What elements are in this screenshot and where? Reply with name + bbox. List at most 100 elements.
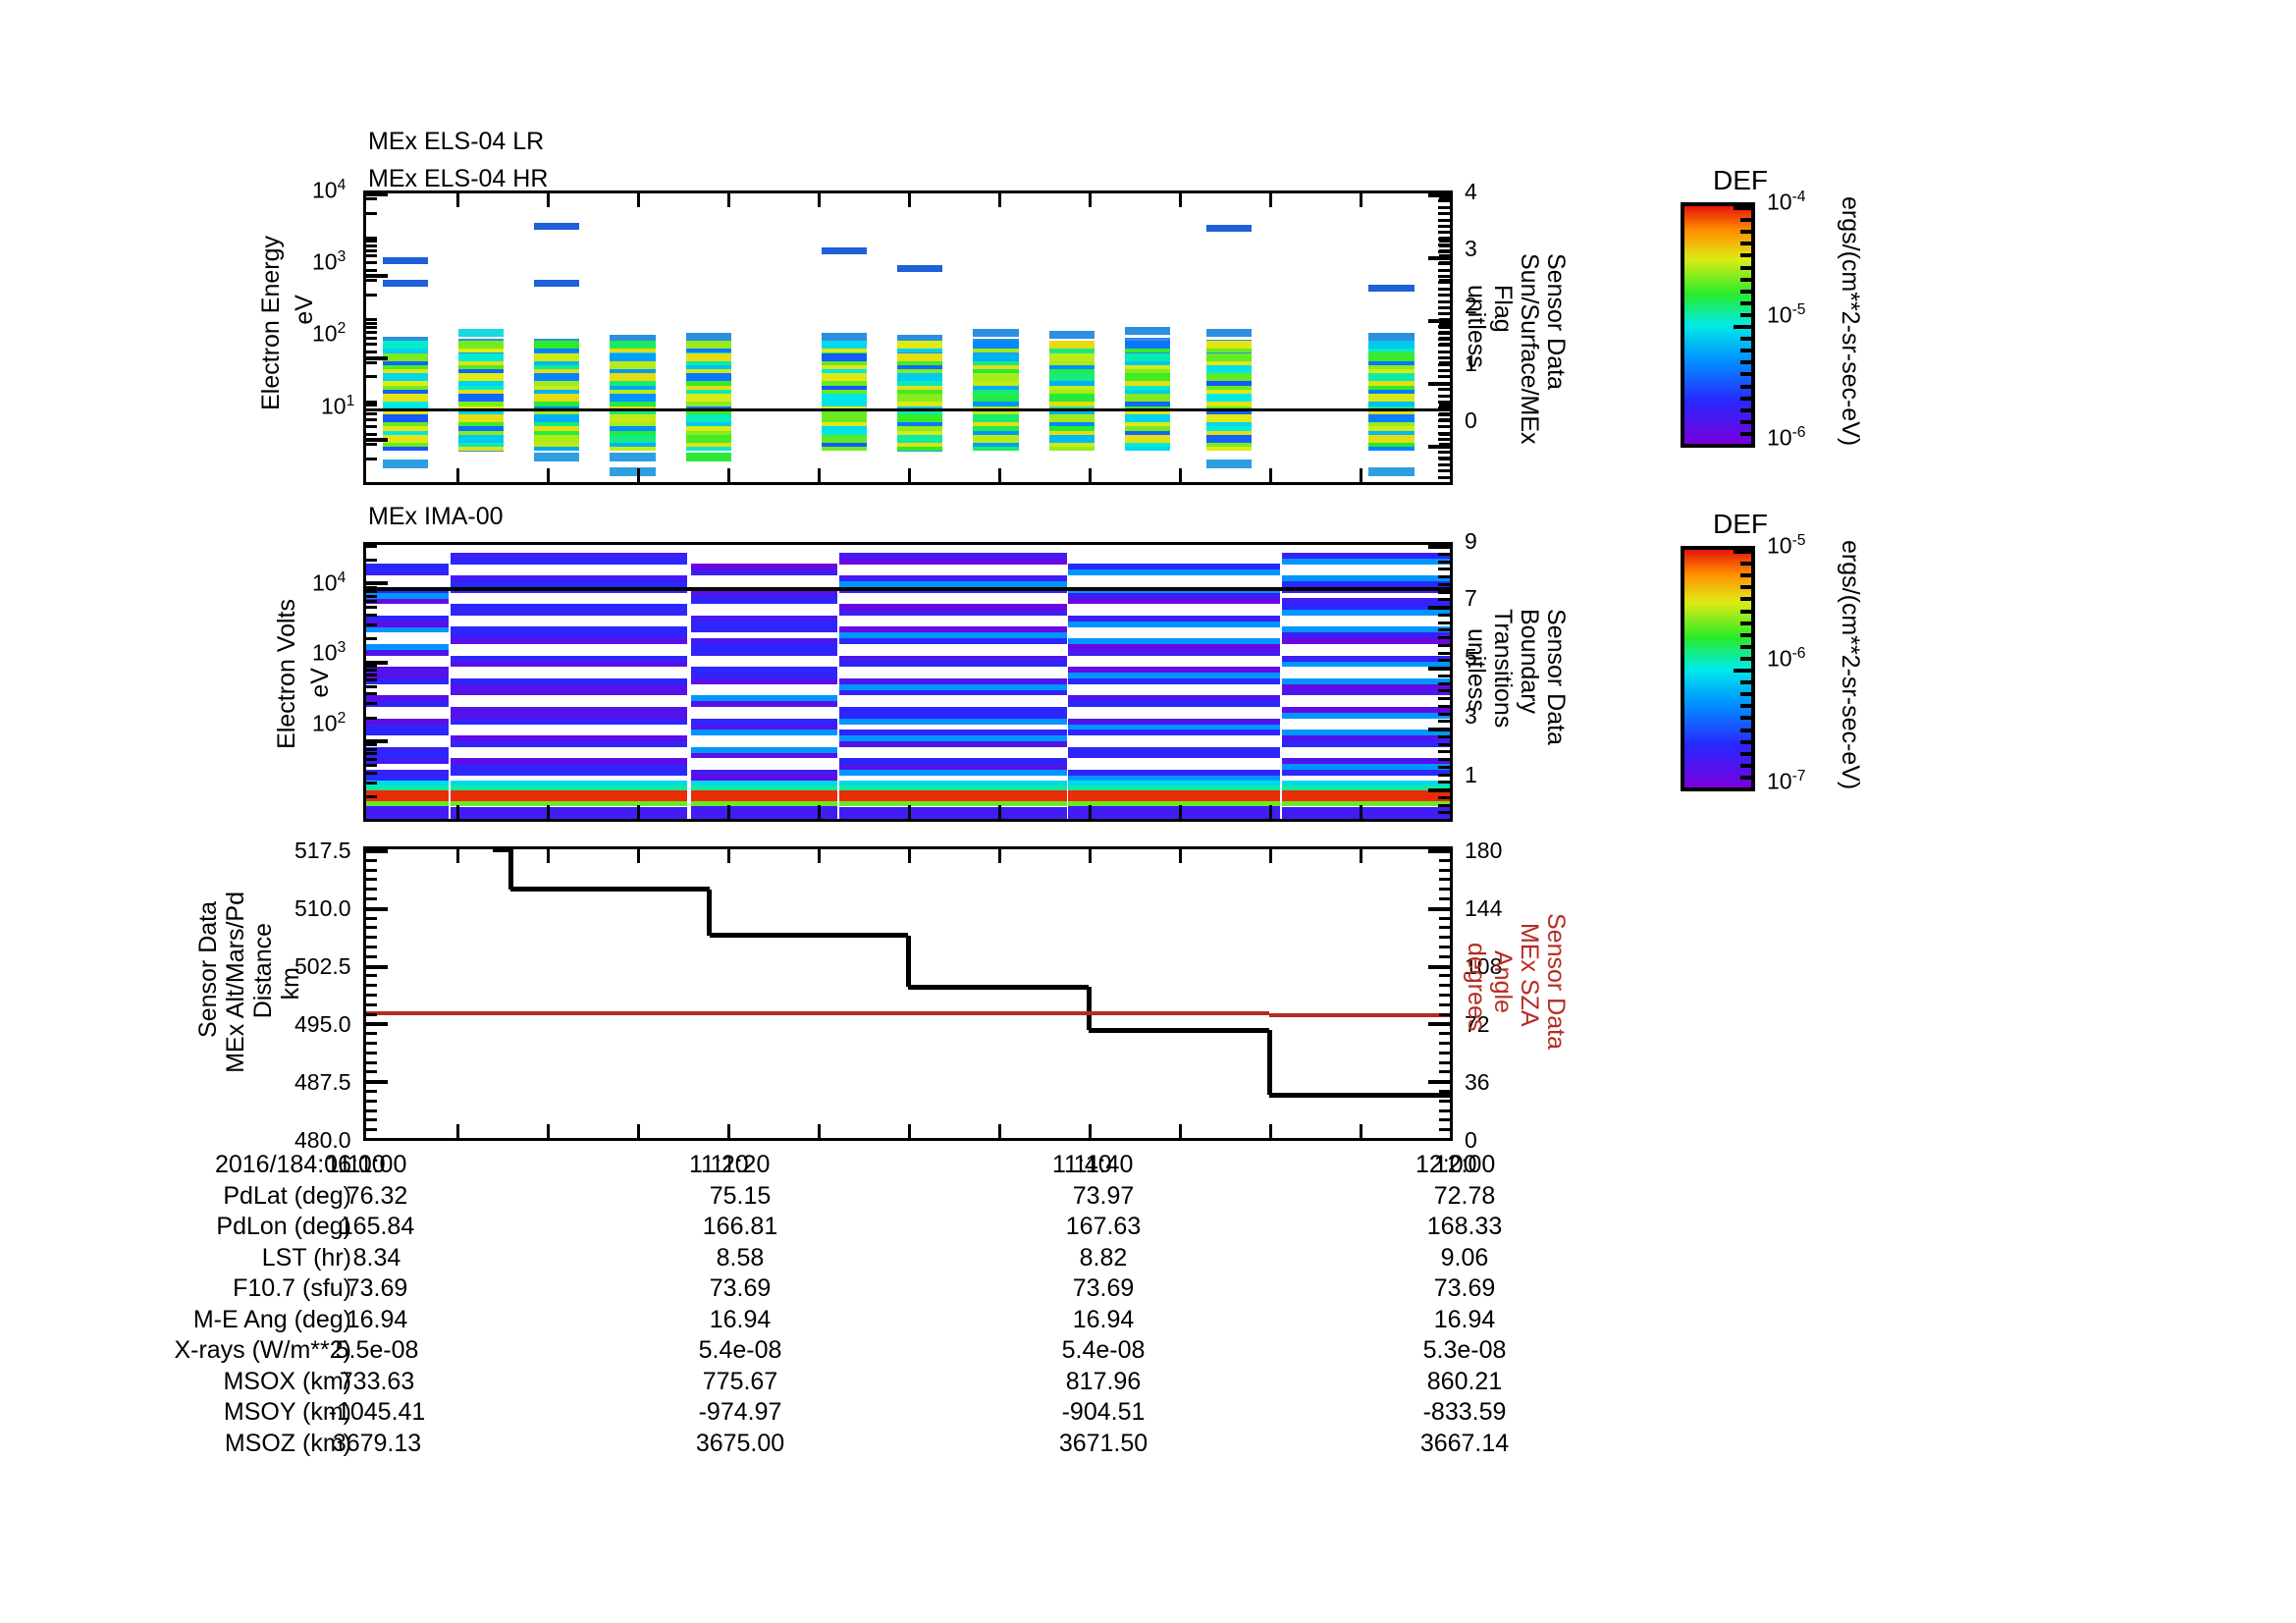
table-cell: 8.82 [1079,1243,1128,1271]
els-right-tick [1438,212,1450,216]
els-spectrogram-cell [534,365,580,374]
ima-ytick-1e2: 102 [312,710,347,736]
ima-x-bottom-tick [1089,805,1092,819]
els-spectrogram-cell [821,385,868,394]
ima-spectrogram-cell [366,592,449,599]
table-row-label: X-rays (W/m**2) [174,1336,351,1364]
ima-spectrogram-cell [839,609,1068,616]
ima-spectrogram-cell [1281,638,1450,645]
ima-spectrogram-cell [839,758,1068,765]
els-spectrogram-cell [896,398,943,406]
ima-right-tick [1438,681,1450,685]
table-cell: 775.67 [702,1367,778,1395]
els-spectrogram-cell [821,381,868,390]
els-spectrogram-cell [1205,414,1252,423]
els-spectrogram-cell [685,443,732,452]
ima-right-tick [1438,811,1450,815]
els-spectrogram-cell [685,414,732,423]
ima-right-tick-3: 3 [1465,703,1477,729]
els-right-tick [1438,237,1450,241]
els-spectrogram-cell [685,394,732,403]
alt-x-bottom-tick [908,1124,911,1138]
ima-strong-band [1281,807,1450,819]
els-spectrogram-cell [685,435,732,444]
els-spectrogram-cell [973,381,1019,390]
els-spectrogram-cell [382,365,428,374]
els-right-tick [1438,281,1450,285]
ima-y-major-tick [366,581,388,586]
ima-spectrogram-cell [1281,575,1450,582]
els-x-top-tick [637,193,640,207]
ima-strong-band [1068,807,1280,819]
ima-spectrogram-cell [451,735,687,741]
alt-y-tick [366,1042,377,1045]
table-cell: 73.69 [346,1274,408,1302]
table-row-label: PdLat (deg) [223,1181,351,1210]
ima-spectrogram-cell [1068,667,1280,674]
ima-right-tick [1428,728,1450,731]
ima-spectrogram-cell [839,655,1068,662]
els-y-minor-tick [366,424,377,428]
els-spectrogram-cell [821,360,868,369]
els-right-axis-label-4: unitless [1463,285,1490,368]
els-spectrogram-cell [1368,467,1415,477]
colorbar-2[interactable] [1681,546,1755,791]
ima-y-minor-tick [366,600,377,604]
els-spectrogram-cell [973,360,1019,369]
els-spectrogram-cell [610,453,656,462]
alt-x-bottom-tick [998,1124,1001,1138]
alt-y-tick [366,1070,377,1074]
ima-x-bottom-tick [1360,805,1362,819]
ima-strong-band [839,807,1068,819]
ima-spectrogram-cell [1068,701,1280,708]
els-spectrogram-cell [610,373,656,382]
els-spectrogram-cell [457,418,505,427]
ima-spectrogram-cell [366,615,449,622]
els-spectrogram-cell [382,394,428,403]
ima-spectrogram-cell [1068,718,1280,725]
els-y-minor-tick [366,254,377,258]
els-spectrogram-cell [1124,385,1171,394]
els-spectrogram-cell [973,385,1019,394]
ima-spectrogram-cell [451,655,687,662]
els-spectrogram-cell [1368,398,1415,406]
ima-spectrogram-cell [691,621,838,627]
els-right-tick [1438,249,1450,253]
els-spectrogram-cell [821,377,868,386]
els-spectrogram-cell [382,414,428,423]
table-cell: 11:20 [710,1151,771,1178]
els-y-minor-tick [366,336,377,340]
els-spectrogram-cell [610,385,656,394]
els-spectrogram-cell [1124,426,1171,435]
els-spectrogram-cell [821,426,868,435]
els-spectrogram-cell [973,418,1019,427]
els-spectrogram-cell [1368,443,1415,452]
table-cell: 73.69 [709,1274,772,1302]
colorbar-tick [1740,396,1751,401]
els-spectrogram-cell [685,345,732,353]
colorbar-tick [1740,407,1751,412]
table-cell: 76.32 [346,1181,408,1210]
ima-plot-area[interactable] [363,542,1453,822]
els-spectrogram-cell [534,398,580,406]
alt-x-bottom-tick [456,1124,459,1138]
ima-spectrogram-cell [1281,683,1450,690]
colorbar-tick [1734,669,1751,673]
els-plot-area[interactable] [363,190,1453,485]
ima-right-tick [1438,781,1450,784]
sza-y-tick [1439,994,1450,997]
alt-plot-area[interactable] [363,846,1453,1141]
ima-right-tick [1428,545,1450,549]
els-spectrogram-cell [457,377,505,386]
els-right-tick-1: 1 [1465,351,1477,376]
ima-spectrogram-cell [1281,764,1450,771]
ima-strong-band [839,785,1068,791]
ima-right-tick [1438,582,1450,586]
x-axis-tick-label: 11:20 [689,1151,749,1178]
table-cell: 16.94 [1433,1305,1496,1333]
els-spectrogram-cell [896,435,943,444]
colorbar-1[interactable] [1681,202,1755,448]
ima-spectrogram-cell [1068,746,1280,753]
sza-y-tick [1439,1002,1450,1006]
ima-right-axis-label-3: Transitions [1489,609,1517,729]
